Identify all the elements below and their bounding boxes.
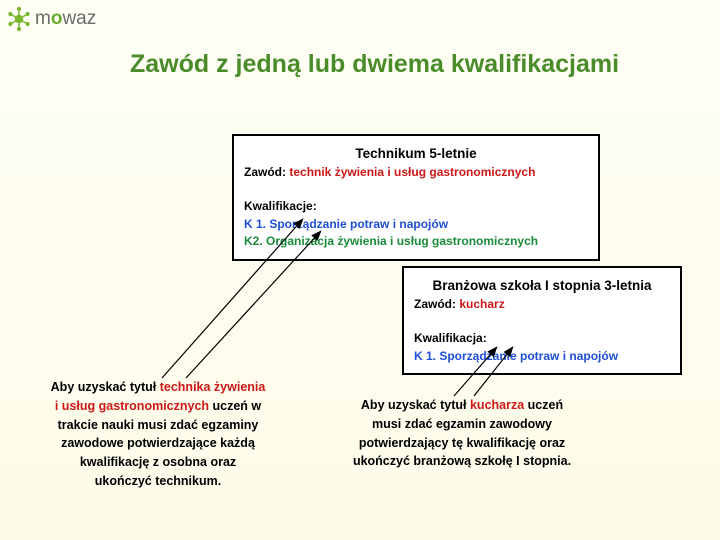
box1-zawod-label: Zawód: xyxy=(244,165,286,179)
caption-technik: Aby uzyskać tytuł technika żywienia i us… xyxy=(28,378,288,491)
page-title: Zawód z jedną lub dwiema kwalifikacjami xyxy=(130,50,619,79)
box-branzowa: Branżowa szkoła I stopnia 3-letnia Zawód… xyxy=(402,266,682,375)
box1-header: Technikum 5-letnie xyxy=(244,144,588,164)
box2-header: Branżowa szkoła I stopnia 3-letnia xyxy=(414,276,670,296)
box1-zawod-value: technik żywienia i usług gastronomicznyc… xyxy=(289,165,535,179)
box2-k1: K 1. Sporządzanie potraw i napojów xyxy=(414,348,670,365)
logo-icon xyxy=(6,6,32,32)
box1-kwal-label: Kwalifikacje: xyxy=(244,198,588,215)
box2-zawod-value: kucharz xyxy=(459,297,504,311)
box2-kwal-label: Kwalifikacja: xyxy=(414,330,670,347)
caption-kucharz: Aby uzyskać tytuł kucharza uczeń musi zd… xyxy=(322,396,602,471)
logo-text: mowaz xyxy=(35,8,96,30)
box2-zawod-label: Zawód: xyxy=(414,297,456,311)
box-technikum: Technikum 5-letnie Zawód: technik żywien… xyxy=(232,134,600,261)
box1-k2: K2. Organizacja żywienia i usług gastron… xyxy=(244,233,588,250)
logo: mowaz xyxy=(6,6,96,32)
box1-k1: K 1. Sporządzanie potraw i napojów xyxy=(244,216,588,233)
